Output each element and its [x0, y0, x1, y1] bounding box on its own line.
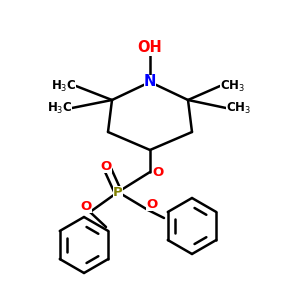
Text: O: O: [80, 200, 92, 212]
Text: CH$_3$: CH$_3$: [226, 100, 251, 116]
Text: H$_3$C: H$_3$C: [46, 100, 72, 116]
Text: O: O: [100, 160, 112, 172]
Text: O: O: [146, 197, 158, 211]
Text: OH: OH: [138, 40, 162, 56]
Text: O: O: [152, 166, 164, 178]
Text: CH$_3$: CH$_3$: [220, 78, 245, 94]
Text: P: P: [113, 185, 123, 199]
Text: N: N: [144, 74, 156, 89]
Text: H$_3$C: H$_3$C: [50, 78, 76, 94]
